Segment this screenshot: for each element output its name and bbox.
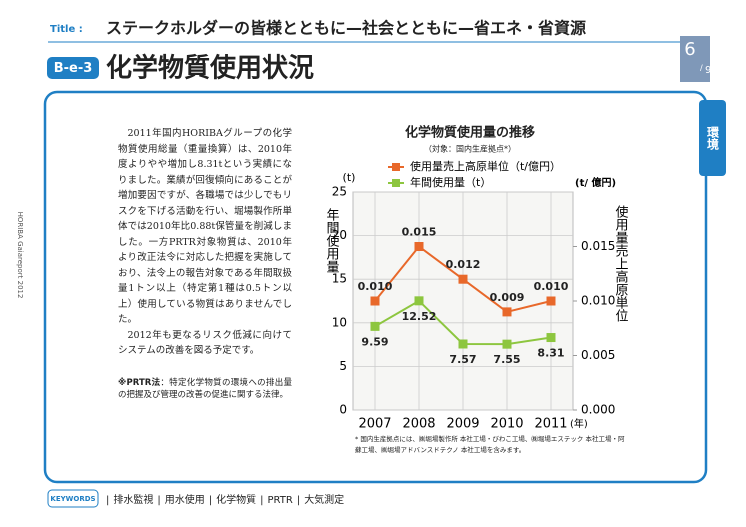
y-tick-label: 10 — [332, 315, 347, 329]
data-point — [546, 296, 556, 306]
data-label: 12.52 — [402, 310, 437, 323]
keywords-label: KEYWORDS — [50, 495, 95, 503]
keyword: 化学物質 — [216, 495, 257, 506]
data-point — [370, 321, 380, 331]
y-tick-label: 15 — [332, 272, 347, 286]
separator: | — [260, 495, 264, 506]
code-badge — [47, 57, 99, 79]
y2-tick-label: 0.000 — [581, 403, 615, 417]
y2-tick-label: 0.015 — [581, 239, 615, 253]
data-point — [414, 242, 424, 251]
data-label: 8.31 — [537, 347, 564, 360]
x-tick-label: 2008 — [402, 417, 435, 432]
page-title: ステークホルダーの皆様とともに—社会とともに—省エネ・省資源 — [106, 19, 586, 38]
separator: | — [106, 495, 110, 506]
page-number: 6 — [684, 39, 695, 60]
y2-tick-label: 0.005 — [581, 348, 615, 362]
data-label: 9.59 — [361, 335, 388, 348]
y2-label: 使用量売上高原単位 — [613, 204, 629, 322]
keywords: | 排水監視 | 用水使用 | 化学物質 | PRTR | 大気測定 — [102, 491, 344, 506]
y2-unit: (t/ 億円) — [575, 176, 616, 189]
legend-label: 使用量売上高原単位（t/億円） — [410, 159, 561, 173]
paragraph: 2012年も更なるリスク低減に向けてシステムの改善を図る予定です。 — [118, 329, 292, 357]
data-point — [502, 307, 512, 317]
keyword: 大気測定 — [304, 495, 345, 506]
data-point — [414, 296, 424, 306]
separator: | — [296, 495, 301, 506]
keywords-badge — [47, 489, 99, 508]
y-unit: (t) — [343, 171, 356, 184]
x-tick-label: 2010 — [490, 417, 523, 432]
side-tab-label: 環境 — [706, 126, 720, 151]
y-tick-label: 5 — [339, 359, 347, 373]
chart-footnote: * 国内生産拠点には、㈱堀場製作所 本社工場・びわこ工場、㈱堀場エステック 本社… — [355, 435, 625, 454]
keyword: 排水監視 — [113, 495, 154, 506]
legend-marker — [392, 179, 400, 187]
data-label: 0.010 — [534, 280, 569, 293]
heading: 化学物質使用状況 — [106, 53, 314, 84]
paragraph: 2011年国内HORIBAグループの化学物質使用総量（重量換算）は、2010年度… — [118, 128, 292, 325]
body-text: 2011年国内HORIBAグループの化学物質使用総量（重量換算）は、2010年度… — [118, 126, 292, 401]
data-label: 7.55 — [493, 353, 520, 366]
y-label: 年間使用量 — [324, 208, 340, 273]
note-term: ※PRTR法 — [118, 377, 161, 388]
title-label: Title : — [50, 24, 83, 35]
side-tab — [699, 100, 726, 176]
note: ※PRTR法：特定化学物質の環境への排出量の把握及び管理の改善の促進に関する法律… — [118, 377, 292, 401]
y-tick-label: 0 — [339, 403, 347, 417]
keyword: 用水使用 — [164, 495, 205, 506]
page-tab — [680, 36, 710, 82]
separator: | — [157, 495, 161, 506]
legend-label: 年間使用量（t） — [410, 175, 491, 189]
note-text: ：特定化学物質の環境への排出量の把握及び管理の改善の促進に関する法律。 — [118, 377, 292, 400]
x-tick-label: 2007 — [358, 417, 391, 432]
x-tick-label: 2009 — [446, 417, 479, 432]
side-text: HORIBA Gaiareport 2012 — [16, 212, 24, 299]
data-label: 0.015 — [402, 226, 437, 239]
chart-title: 化学物質使用量の推移 — [405, 125, 535, 141]
y-tick-label: 25 — [332, 185, 347, 199]
section-code: B-e-3 — [54, 61, 93, 76]
page-slash: / — [700, 64, 703, 73]
data-label: 0.009 — [490, 291, 525, 304]
separator: | — [208, 495, 213, 506]
data-point — [458, 339, 468, 349]
data-point — [502, 339, 512, 349]
data-label: 0.012 — [446, 258, 481, 271]
page-total: 9 — [705, 65, 711, 76]
data-point — [546, 333, 556, 343]
legend-marker — [392, 163, 400, 171]
keyword: PRTR — [267, 495, 293, 506]
data-label: 7.57 — [449, 353, 476, 366]
data-point — [370, 296, 380, 306]
y2-tick-label: 0.010 — [581, 294, 615, 308]
x-tick-label: 2011 — [534, 417, 567, 432]
data-point — [458, 274, 468, 284]
chart-subtitle: （対象：国内生産拠点*） — [424, 144, 516, 154]
y-tick-label: 20 — [332, 228, 347, 242]
data-label: 0.010 — [358, 280, 393, 293]
x-unit: (年) — [570, 417, 588, 430]
content-frame — [43, 90, 708, 484]
